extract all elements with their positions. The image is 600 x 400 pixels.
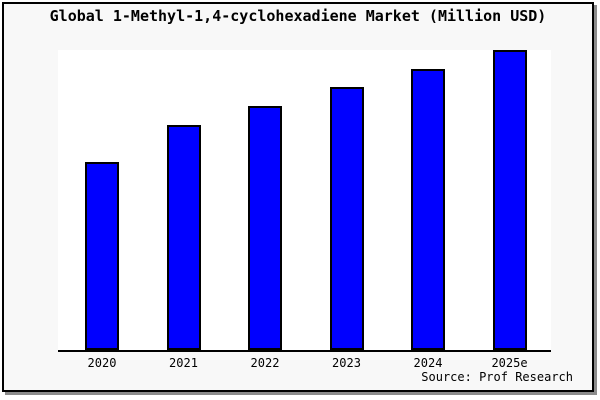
- x-tick-label-2021: 2021: [169, 356, 198, 370]
- chart-frame: Global 1-Methyl-1,4-cyclohexadiene Marke…: [2, 2, 594, 392]
- x-tick-label-2020: 2020: [87, 356, 117, 370]
- x-tick-label-2023: 2023: [332, 356, 361, 370]
- bar-2022: [248, 106, 282, 350]
- x-axis-labels: 2020 2021 2022 2023 2024 2025e: [58, 356, 551, 371]
- x-tick-label-2022: 2022: [250, 356, 280, 370]
- x-tick-label-2025e: 2025e: [491, 356, 528, 370]
- plot-area: [58, 50, 551, 352]
- source-note: Source: Prof Research: [421, 370, 573, 384]
- bar-2025e: [492, 50, 527, 350]
- x-tick-label-2024: 2024: [413, 356, 443, 370]
- bar-2020: [85, 162, 119, 350]
- bar-2021: [166, 125, 201, 350]
- chart-title: Global 1-Methyl-1,4-cyclohexadiene Marke…: [49, 7, 547, 25]
- bar-2023: [329, 87, 364, 350]
- bar-2024: [411, 69, 445, 350]
